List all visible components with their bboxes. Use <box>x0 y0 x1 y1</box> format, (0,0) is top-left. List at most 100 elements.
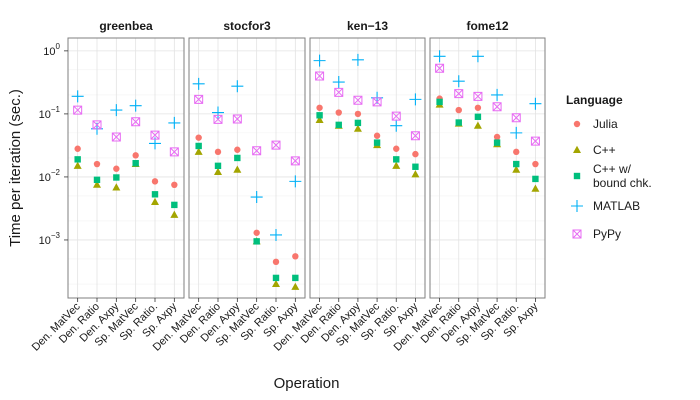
point-circle <box>474 104 482 111</box>
point-square <box>195 142 202 150</box>
point-boxcross <box>334 87 344 97</box>
legend-label: PyPy <box>593 227 621 241</box>
point-square <box>151 191 159 198</box>
facet-strip <box>430 14 545 38</box>
point-triangle <box>411 170 420 178</box>
point-circle <box>513 148 520 156</box>
legend-label: C++ <box>593 143 616 157</box>
point-square <box>436 98 443 106</box>
point-triangle <box>170 210 179 218</box>
facet-title: greenbea <box>99 19 153 33</box>
legend-key-plus <box>571 200 583 212</box>
point-plus <box>250 191 263 204</box>
y-tick-label: 10−3 <box>39 231 61 247</box>
point-boxcross <box>511 113 521 123</box>
point-plus <box>332 76 345 89</box>
point-square <box>253 238 260 245</box>
point-circle <box>132 152 139 159</box>
point-square <box>272 274 280 282</box>
point-square <box>493 139 501 146</box>
panel-border <box>429 37 546 299</box>
facet-title: fome12 <box>466 19 508 33</box>
point-circle <box>493 133 501 141</box>
legend-key-square <box>573 172 581 180</box>
point-boxcross <box>473 91 483 101</box>
panel-background <box>68 38 184 298</box>
facet-title: ken−13 <box>347 19 388 33</box>
point-square <box>455 119 462 126</box>
point-circle <box>171 181 178 189</box>
point-plus <box>351 53 364 66</box>
point-square <box>214 162 222 170</box>
point-circle <box>93 160 101 168</box>
point-circle <box>253 229 260 236</box>
point-boxcross <box>150 130 160 140</box>
point-circle <box>151 178 159 185</box>
point-circle <box>373 132 381 139</box>
point-triangle <box>112 183 121 191</box>
point-triangle <box>291 282 300 290</box>
point-square <box>316 112 323 119</box>
point-circle <box>234 146 241 153</box>
x-axis-title: Operation <box>274 375 340 392</box>
point-square <box>354 119 362 127</box>
legend-label: Julia <box>593 117 618 131</box>
point-boxcross <box>73 105 83 115</box>
point-plus <box>471 50 484 63</box>
point-boxcross <box>454 89 464 99</box>
point-triangle <box>392 161 401 169</box>
point-boxcross <box>353 95 363 105</box>
point-circle <box>412 150 419 158</box>
point-boxcross <box>194 94 204 104</box>
point-boxcross <box>131 117 141 127</box>
point-triangle <box>151 197 159 206</box>
point-square <box>474 113 482 120</box>
point-circle <box>354 110 362 118</box>
point-boxcross <box>410 131 420 141</box>
facet-strip <box>310 14 425 38</box>
legend-label: MATLAB <box>593 199 640 213</box>
point-boxcross <box>92 120 102 130</box>
point-boxcross <box>252 146 262 156</box>
point-boxcross <box>213 114 223 124</box>
point-circle <box>113 165 120 172</box>
panel-background <box>430 38 545 298</box>
point-square <box>171 201 178 209</box>
y-tick-label: 10−1 <box>39 105 61 121</box>
point-plus <box>491 88 504 101</box>
legend-label: C++ w/bound chk. <box>593 162 652 190</box>
point-boxcross <box>290 156 300 166</box>
point-boxcross <box>315 71 325 81</box>
y-tick-label: 10−2 <box>39 168 61 184</box>
point-boxcross <box>391 111 401 121</box>
legend-key-boxcross <box>572 229 582 239</box>
point-boxcross <box>372 97 382 107</box>
facet-strip <box>189 14 305 38</box>
point-triangle <box>531 184 540 192</box>
point-circle <box>272 258 280 266</box>
panel-border <box>67 37 185 299</box>
point-plus <box>71 90 84 103</box>
point-boxcross <box>492 102 502 112</box>
point-plus <box>289 175 302 188</box>
point-circle <box>195 134 202 141</box>
facet-title: stocfor3 <box>223 19 271 33</box>
point-plus <box>433 50 446 63</box>
point-triangle <box>512 165 521 173</box>
point-square <box>292 274 299 282</box>
point-square <box>93 176 101 184</box>
point-plus <box>129 99 142 112</box>
point-triangle <box>315 115 324 124</box>
point-square <box>113 174 120 181</box>
point-boxcross <box>435 63 445 73</box>
point-plus <box>313 54 326 67</box>
point-circle <box>214 148 222 156</box>
point-circle <box>316 104 323 111</box>
point-triangle <box>272 279 280 288</box>
legend-key-triangle <box>573 145 581 153</box>
facet-strip <box>68 14 184 38</box>
point-boxcross <box>232 114 242 124</box>
point-plus <box>110 104 123 117</box>
y-tick-label: 100 <box>43 42 60 58</box>
legend-key-circle <box>573 120 581 128</box>
